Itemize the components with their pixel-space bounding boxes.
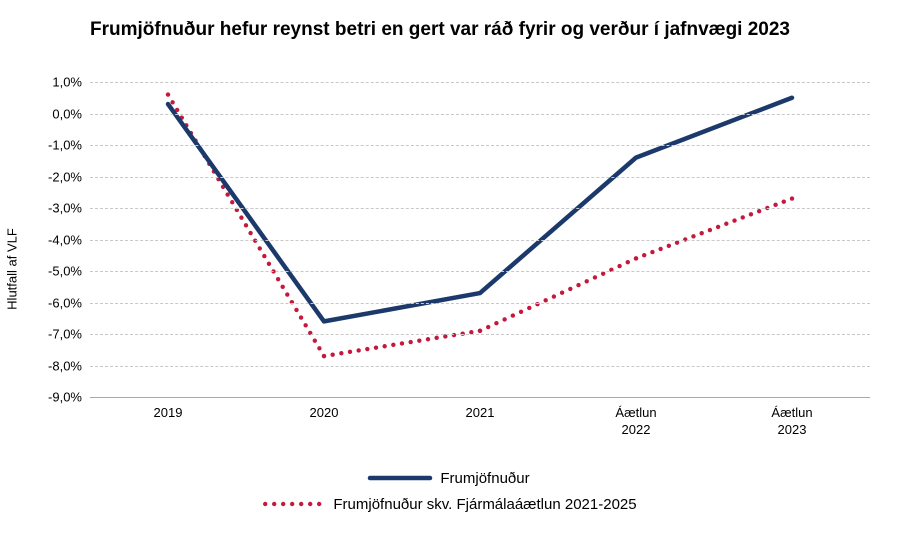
y-tick-label: 1,0%: [52, 75, 90, 90]
gridline: [90, 82, 870, 83]
chart-title: Frumjöfnuður hefur reynst betri en gert …: [90, 18, 860, 42]
x-tick-label: 2019: [154, 397, 183, 422]
chart-container: Frumjöfnuður hefur reynst betri en gert …: [0, 0, 900, 538]
x-tick-label: Áætlun 2022: [615, 397, 656, 439]
y-tick-label: -6,0%: [48, 295, 90, 310]
gridline: [90, 177, 870, 178]
x-tick-label: Áætlun 2023: [771, 397, 812, 439]
y-tick-label: -4,0%: [48, 232, 90, 247]
y-tick-label: -2,0%: [48, 169, 90, 184]
series-line: [168, 98, 792, 322]
y-tick-label: -3,0%: [48, 201, 90, 216]
y-tick-label: -5,0%: [48, 264, 90, 279]
legend-label: Frumjöfnuður skv. Fjármálaáætlun 2021-20…: [333, 496, 636, 513]
x-tick-label: 2021: [466, 397, 495, 422]
y-tick-label: -9,0%: [48, 390, 90, 405]
legend-label: Frumjöfnuður: [440, 470, 529, 487]
gridline: [90, 114, 870, 115]
gridline: [90, 240, 870, 241]
gridline: [90, 366, 870, 367]
y-tick-label: -7,0%: [48, 327, 90, 342]
y-tick-label: 0,0%: [52, 106, 90, 121]
y-tick-label: -1,0%: [48, 138, 90, 153]
legend-swatch: [370, 468, 430, 488]
legend-swatch: [263, 494, 323, 514]
gridline: [90, 145, 870, 146]
legend: Frumjöfnuður Frumjöfnuður skv. Fjármálaáæ…: [0, 468, 900, 514]
gridline: [90, 208, 870, 209]
y-tick-label: -8,0%: [48, 358, 90, 373]
legend-item: Frumjöfnuður skv. Fjármálaáætlun 2021-20…: [263, 494, 636, 514]
gridline: [90, 334, 870, 335]
gridline: [90, 303, 870, 304]
gridline: [90, 271, 870, 272]
plot-area: 1,0%0,0%-1,0%-2,0%-3,0%-4,0%-5,0%-6,0%-7…: [90, 82, 870, 397]
y-axis-title: Hlutfall af VLF: [5, 228, 20, 310]
legend-item: Frumjöfnuður: [370, 468, 529, 488]
x-tick-label: 2020: [310, 397, 339, 422]
